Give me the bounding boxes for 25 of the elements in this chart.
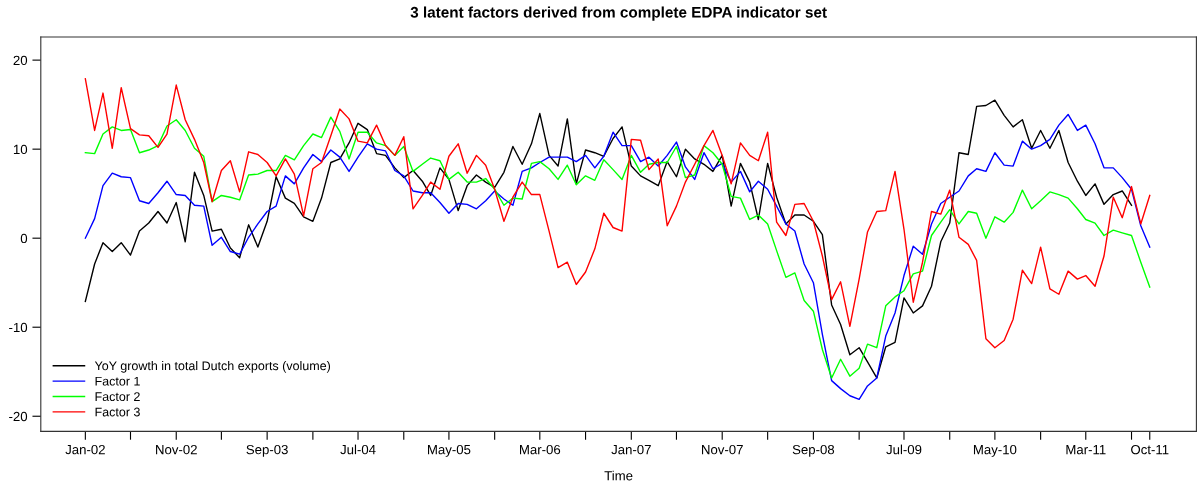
legend-label: Factor 1 [95,376,140,386]
x-tick-label: Sep-03 [246,444,288,457]
x-tick-label: Sep-08 [792,444,835,457]
x-tick-label: Jan-07 [611,444,651,455]
x-tick-label: Jul-09 [886,444,922,455]
chart-title: 3 latent factors derived from complete EDPA indicator set [410,6,827,21]
legend-label: YoY growth in total Dutch exports (volume) [94,361,331,373]
x-tick-label: Mar-06 [520,444,561,455]
y-tick-label: 20 [13,55,28,66]
x-tick-label: Oct-11 [1131,444,1169,455]
x-axis-title: Time [604,470,633,481]
y-tick-label: 0 [20,233,28,244]
y-tick-label: -10 [9,322,28,333]
x-tick-label: May-10 [973,444,1017,457]
y-tick-label: -20 [9,411,28,422]
y-tick-label: 10 [13,144,28,155]
x-tick-label: Mar-11 [1066,445,1106,455]
legend-label: Factor 2 [95,392,140,401]
x-tick-label: Nov-02 [156,444,197,455]
x-tick-label: Jan-02 [65,444,105,455]
line-series [84,78,1151,349]
x-tick-label: Nov-07 [702,444,743,455]
x-tick-label: Jul-04 [340,444,376,455]
x-tick-label: May-05 [428,444,471,457]
legend-label: Factor 3 [95,407,140,417]
